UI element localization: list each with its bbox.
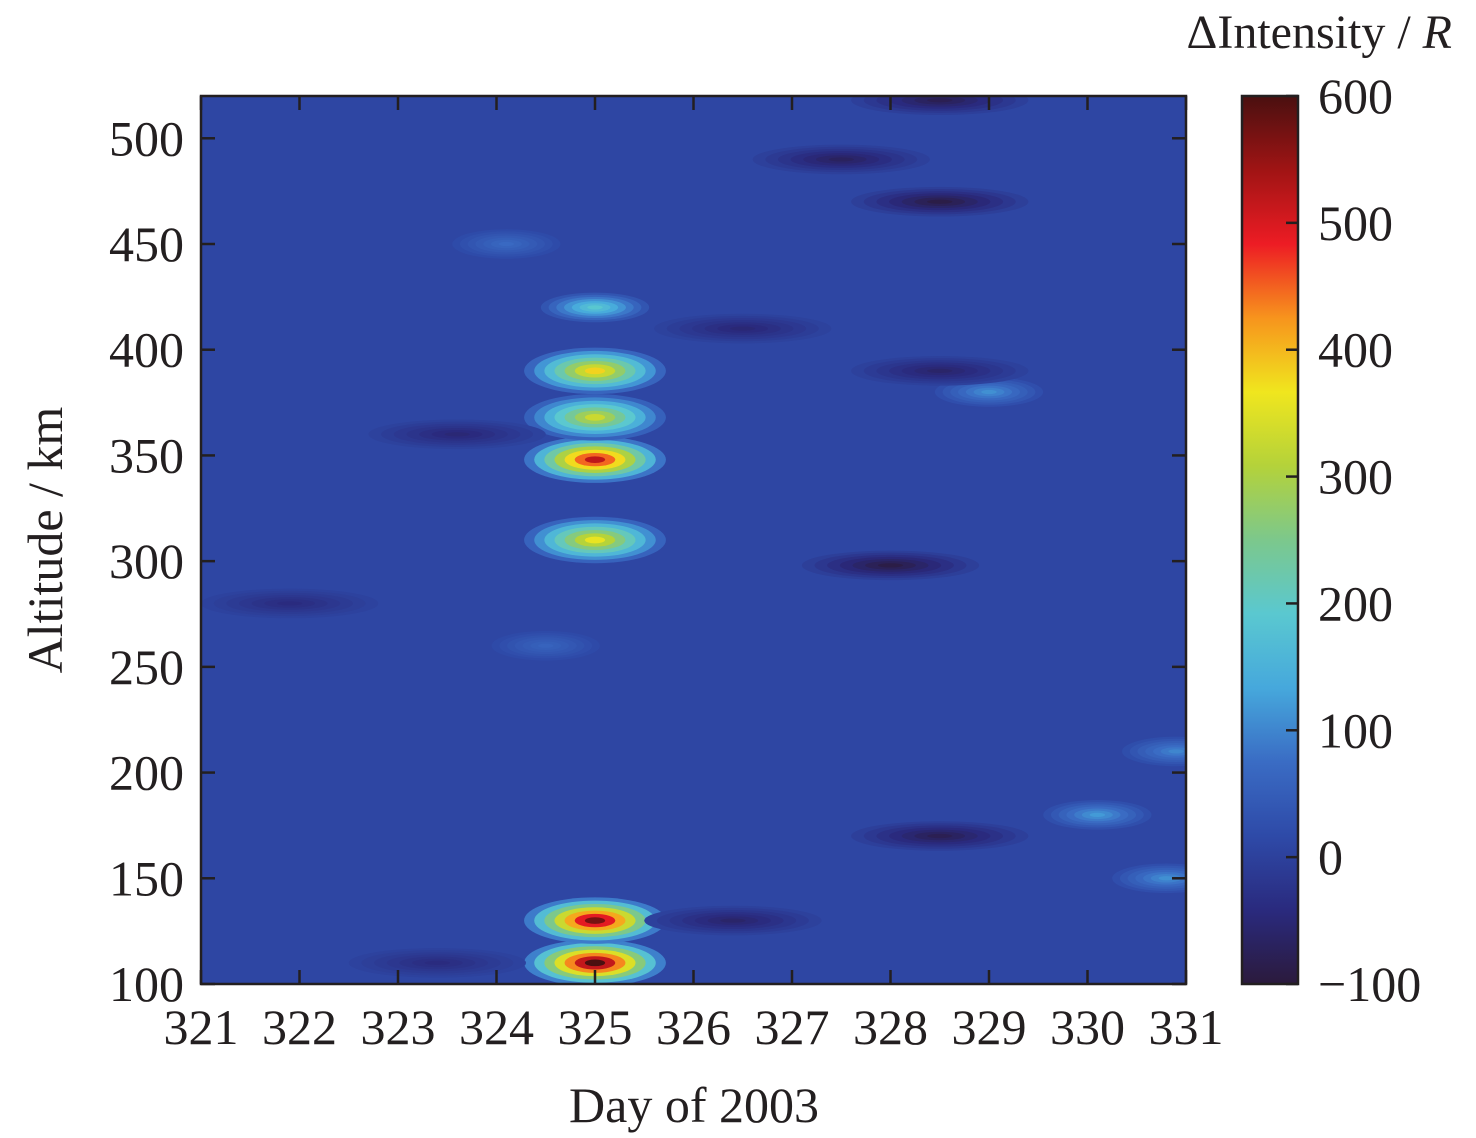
colorbar-label-unit: R (1422, 6, 1452, 59)
x-tick-label: 328 (853, 999, 928, 1055)
heat-feature (491, 630, 600, 661)
heat-contour (584, 917, 606, 924)
y-tick-label: 100 (109, 956, 184, 1012)
heat-feature (851, 186, 1029, 217)
heat-contour (584, 456, 606, 463)
y-tick-label: 250 (109, 639, 184, 695)
heat-contour (498, 241, 515, 247)
heat-contour (276, 601, 303, 606)
heat-feature (1112, 863, 1186, 894)
heat-feature (801, 550, 980, 581)
heat-feature (851, 96, 1029, 116)
heat-feature (851, 821, 1029, 851)
colorbar-label: ΔIntensity / R (1186, 6, 1452, 59)
heat-feature (752, 144, 930, 175)
colorbar-label-text: ΔIntensity / (1186, 6, 1422, 59)
heat-contour (538, 643, 554, 648)
colorbar-tick-label: 300 (1318, 449, 1393, 505)
heat-feature (540, 292, 650, 323)
heat-contour (877, 563, 904, 568)
heat-feature (348, 948, 527, 978)
y-tick-label: 300 (109, 533, 184, 589)
colorbar-ticks: −100 0 100 200 300 400 500 600 (1286, 68, 1421, 1012)
heat-contour (584, 959, 606, 967)
heat-contour (828, 157, 854, 162)
y-tick-label: 150 (109, 850, 184, 906)
heat-contour (424, 960, 451, 965)
heat-feature (524, 516, 666, 564)
colorbar-frame (1240, 94, 1300, 986)
heat-contour (584, 414, 606, 421)
x-tick-label: 329 (952, 999, 1027, 1055)
heatmap-field (201, 96, 1186, 984)
heat-feature (201, 588, 379, 619)
colorbar-tick-label: 200 (1318, 575, 1393, 631)
y-axis-label: Altitude / km (17, 407, 73, 674)
x-tick-label: 322 (262, 999, 337, 1055)
heat-contour (720, 918, 746, 923)
heat-contour (927, 833, 953, 839)
heat-feature (524, 394, 666, 441)
x-axis: 321 322 323 324 325 326 327 328 329 330 331 (164, 96, 1224, 1055)
x-tick-label: 331 (1149, 999, 1224, 1055)
heat-feature (654, 313, 832, 344)
x-tick-label: 325 (558, 999, 633, 1055)
heat-feature (644, 905, 822, 936)
x-tick-label: 330 (1050, 999, 1125, 1055)
plot-area (199, 94, 1188, 986)
y-tick-label: 400 (109, 322, 184, 378)
heat-contour (444, 432, 470, 437)
heat-contour (1158, 876, 1175, 881)
colorbar-tick-label: 400 (1318, 322, 1393, 378)
colorbar-tick-label: 600 (1318, 68, 1393, 124)
heat-contour (927, 98, 953, 103)
colorbar-gradient (1242, 96, 1298, 984)
heat-contour (587, 305, 603, 310)
heat-contour (584, 367, 606, 375)
heat-contour (1168, 749, 1184, 754)
colorbar: −100 0 100 200 300 400 500 600 (1240, 68, 1421, 1012)
heat-feature (368, 419, 546, 450)
x-tick-label: 323 (361, 999, 436, 1055)
heat-feature (1043, 800, 1152, 830)
y-tick-label: 450 (109, 216, 184, 272)
heat-contour (927, 368, 953, 373)
heat-feature (524, 347, 666, 395)
plot-background (201, 96, 1186, 984)
heat-contour (981, 389, 997, 395)
heat-contour (927, 199, 953, 204)
heat-feature (524, 436, 666, 483)
x-axis-label: Day of 2003 (569, 1077, 819, 1133)
y-axis: 100 150 200 250 300 350 400 450 500 (109, 110, 1186, 1012)
heat-feature (934, 377, 1044, 407)
heat-contour (1089, 812, 1106, 817)
colorbar-tick-label: 0 (1318, 829, 1343, 885)
colorbar-tick-label: −100 (1318, 956, 1421, 1012)
heat-feature (452, 229, 561, 259)
y-tick-label: 350 (109, 427, 184, 483)
heat-feature (851, 356, 1029, 386)
x-tick-label: 324 (459, 999, 534, 1055)
heat-contour (584, 536, 606, 544)
y-tick-label: 500 (109, 110, 184, 166)
heat-feature (524, 939, 666, 984)
x-tick-label: 321 (164, 999, 239, 1055)
x-tick-label: 326 (656, 999, 731, 1055)
y-tick-label: 200 (109, 745, 184, 801)
colorbar-tick-label: 500 (1318, 195, 1393, 251)
heat-feature (524, 897, 666, 944)
heat-feature (1121, 736, 1186, 767)
colorbar-tick-label: 100 (1318, 702, 1393, 758)
x-tick-label: 327 (755, 999, 830, 1055)
heat-contour (730, 326, 756, 331)
